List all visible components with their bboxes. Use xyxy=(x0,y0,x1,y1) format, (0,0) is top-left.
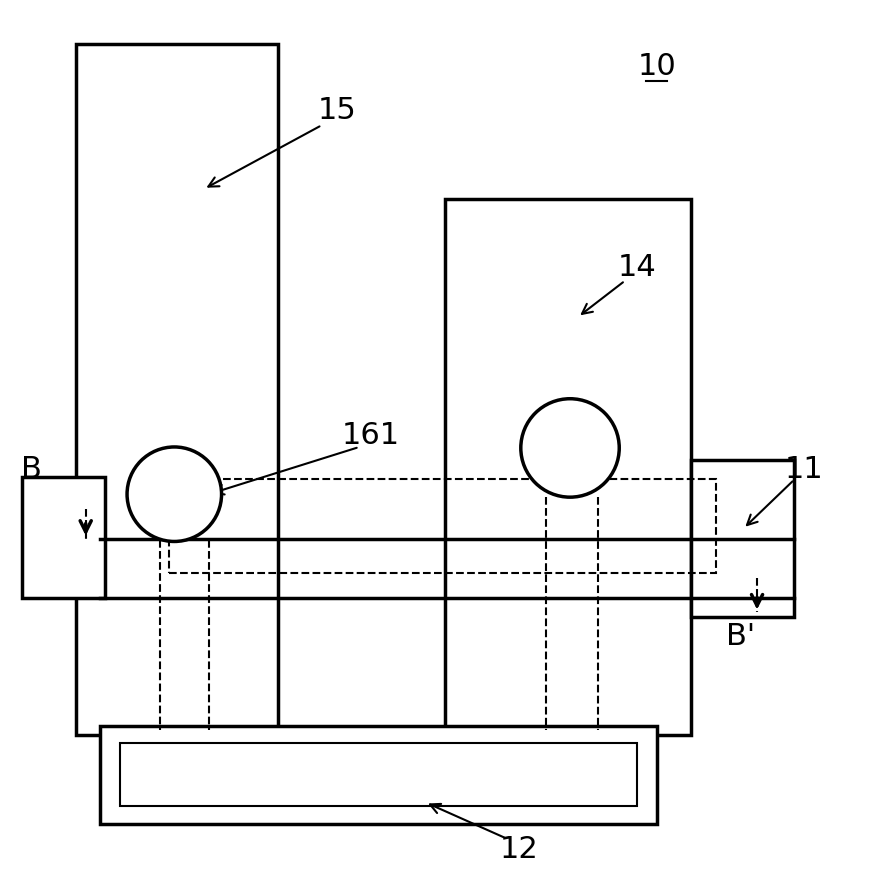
Bar xyxy=(120,743,637,806)
Text: 161: 161 xyxy=(342,420,400,450)
Bar xyxy=(21,477,105,597)
Bar xyxy=(76,44,278,735)
Circle shape xyxy=(521,399,619,497)
Text: B: B xyxy=(21,455,42,485)
Text: 11: 11 xyxy=(785,455,823,485)
Text: B': B' xyxy=(726,622,755,652)
Circle shape xyxy=(127,447,222,541)
Bar xyxy=(445,199,691,735)
Bar xyxy=(101,725,657,824)
Text: 15: 15 xyxy=(317,96,356,124)
Bar xyxy=(169,479,715,573)
Text: 10: 10 xyxy=(637,52,676,81)
Bar xyxy=(691,460,795,617)
Text: 12: 12 xyxy=(500,835,538,864)
Text: 14: 14 xyxy=(617,253,657,283)
